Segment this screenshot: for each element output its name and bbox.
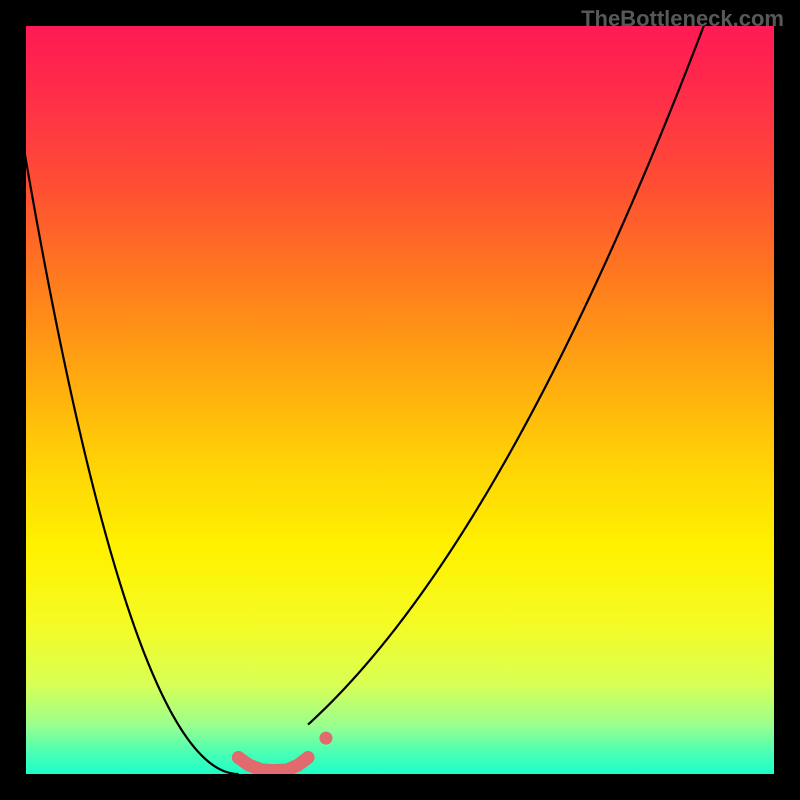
watermark-text: TheBottleneck.com <box>581 6 784 32</box>
plot-background <box>26 26 774 774</box>
valley-marker-end-1 <box>301 751 314 764</box>
chart-svg <box>0 0 800 800</box>
stage: TheBottleneck.com <box>0 0 800 800</box>
valley-marker-end-0 <box>232 751 245 764</box>
valley-marker-extra-dot <box>319 732 332 745</box>
